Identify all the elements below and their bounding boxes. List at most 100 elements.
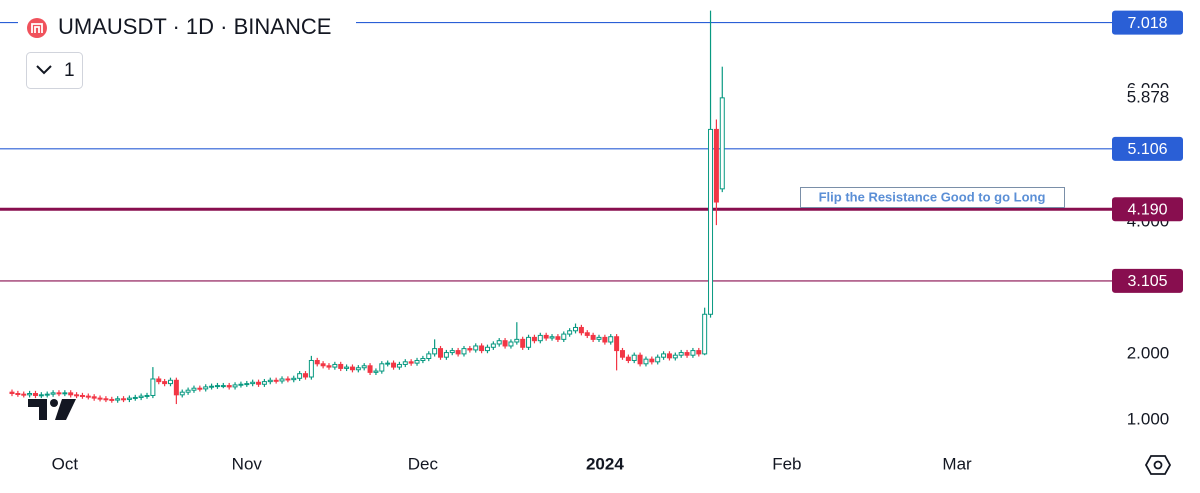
candle-body <box>426 353 432 360</box>
candle-body <box>473 345 479 351</box>
candle-body <box>514 338 520 343</box>
candle-body <box>132 396 138 399</box>
candle-body <box>74 394 80 397</box>
candle-body <box>38 394 44 397</box>
candle-body <box>232 384 238 388</box>
candle-body <box>590 334 596 340</box>
title-backdrop <box>18 10 356 42</box>
candle-body <box>103 398 109 401</box>
candle-body <box>15 393 21 396</box>
candle-body <box>713 128 719 203</box>
candle-body <box>250 381 256 385</box>
candle-body <box>684 352 690 356</box>
candle-body <box>508 341 514 347</box>
candle-body <box>267 379 273 383</box>
candle-body <box>355 367 361 371</box>
candle-body <box>438 348 444 358</box>
settings-gear[interactable] <box>1144 455 1172 475</box>
candle-body <box>285 378 291 381</box>
candle-body <box>655 356 661 363</box>
level-label-box <box>1112 136 1183 161</box>
candle-body <box>115 398 121 401</box>
candle-body <box>162 381 168 385</box>
candle-body <box>191 387 197 391</box>
candle-body <box>62 392 68 395</box>
brand-logo-part <box>28 399 47 420</box>
candle-body <box>156 378 162 383</box>
candle-body <box>396 363 402 368</box>
candle-body <box>361 365 367 369</box>
candle-body <box>420 358 426 361</box>
candle-body <box>56 392 62 395</box>
y-tick-label: 2.000 <box>1127 343 1170 362</box>
candle-body <box>326 365 332 368</box>
candle-body <box>314 359 320 365</box>
brand-logo <box>28 399 76 420</box>
settings-button[interactable] <box>1144 455 1172 475</box>
candle-body <box>719 97 725 190</box>
candle-body <box>173 379 179 396</box>
candle-body <box>484 346 490 352</box>
candle-body <box>32 393 38 396</box>
legend-toggle[interactable] <box>26 52 83 89</box>
candle-body <box>666 353 672 359</box>
settings-gear-hub[interactable] <box>1153 460 1163 470</box>
candle-body <box>50 392 56 395</box>
x-tick-label: 2024 <box>586 454 624 473</box>
candle-body <box>256 381 262 385</box>
level-label-box <box>1112 197 1183 222</box>
candle-body <box>97 397 103 400</box>
candle-body <box>391 362 397 368</box>
candle-body <box>9 391 15 395</box>
last-price-backdrop <box>1114 87 1182 108</box>
candle-body <box>672 354 678 359</box>
symbol-logo-glyph <box>31 23 43 33</box>
legend-chevron[interactable] <box>36 65 52 75</box>
candle-body <box>702 313 708 355</box>
candle-body <box>297 373 303 379</box>
candle-body <box>167 379 173 385</box>
candle-body <box>490 343 496 348</box>
candle-body <box>344 366 350 369</box>
candle-body <box>678 352 684 356</box>
candle-body <box>584 332 590 336</box>
candle-body <box>308 359 314 378</box>
candle-body <box>27 393 33 396</box>
candle-body <box>661 353 667 358</box>
candle-body <box>138 395 144 398</box>
level-label-box <box>1112 10 1183 35</box>
candle-body <box>179 391 185 396</box>
candle-body <box>449 350 455 354</box>
candle-body <box>85 395 91 398</box>
candle-body <box>631 354 637 361</box>
candle-body <box>479 345 485 352</box>
candle-body <box>279 378 285 382</box>
candle-body <box>543 334 549 339</box>
candle-body <box>531 336 537 342</box>
candle-body <box>373 370 379 373</box>
candle-body <box>549 336 555 339</box>
candle-body <box>209 385 215 388</box>
candle-body <box>461 348 467 355</box>
legend-count: 1 <box>64 60 75 81</box>
chart-title: UMAUSDT · 1D · BINANCE <box>58 14 331 39</box>
level-label: 5.106 <box>1127 141 1167 158</box>
brand-logo-part <box>50 399 58 407</box>
candle-body <box>44 393 50 396</box>
symbol-logo <box>27 18 47 38</box>
candle-body <box>502 340 508 347</box>
candle-body <box>121 398 127 401</box>
candle-body <box>379 363 385 372</box>
candle-body <box>561 333 567 340</box>
candle-body <box>467 348 473 351</box>
candle-body <box>303 373 308 378</box>
candle-body <box>708 128 714 315</box>
level-layer <box>0 21 1112 282</box>
candle-body <box>144 394 150 397</box>
candle-body <box>220 385 226 388</box>
candle-body <box>408 361 414 364</box>
candle-body <box>402 361 408 365</box>
